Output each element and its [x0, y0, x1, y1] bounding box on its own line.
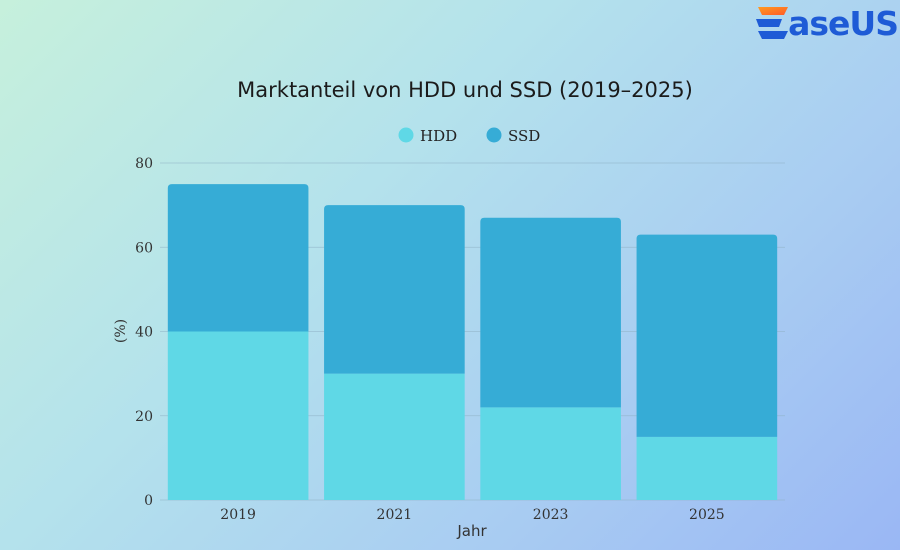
logo-text: aseUS [788, 3, 899, 43]
bars [167, 184, 778, 500]
bar-hdd-2019 [167, 331, 309, 500]
y-tick-labels: 0 20 40 60 80 [135, 156, 153, 509]
y-tick-label: 0 [144, 493, 153, 509]
bar-ssd-2019 [167, 184, 309, 332]
bar-ssd-2023 [480, 217, 621, 408]
x-tick-labels: 2019 2021 2023 2025 [220, 507, 724, 523]
easeus-logo: aseUS [750, 0, 899, 46]
x-tick-label: 2023 [533, 507, 569, 523]
easeus-logo-mark-icon [756, 7, 789, 39]
bar-hdd-2023 [480, 407, 621, 500]
y-tick-label: 20 [135, 409, 153, 425]
y-tick-label: 40 [135, 325, 153, 341]
legend-marker-hdd [398, 127, 414, 143]
x-tick-label: 2021 [377, 507, 413, 523]
bar-hdd-2021 [324, 373, 465, 500]
y-tick-label: 60 [135, 240, 153, 256]
y-tick-label: 80 [135, 156, 153, 172]
x-axis-label: Jahr [456, 522, 487, 540]
chart-title: Marktanteil von HDD und SSD (2019–2025) [237, 78, 693, 102]
x-tick-label: 2025 [689, 507, 725, 523]
legend-label-hdd: HDD [420, 127, 457, 145]
legend-marker-ssd [486, 127, 502, 143]
y-axis-label: (%) [113, 319, 129, 343]
bar-ssd-2021 [324, 205, 465, 374]
legend-label-ssd: SSD [508, 127, 540, 145]
bar-hdd-2025 [636, 436, 778, 500]
bar-ssd-2025 [636, 234, 778, 437]
x-tick-label: 2019 [220, 507, 256, 523]
legend: HDD SSD [398, 127, 540, 145]
